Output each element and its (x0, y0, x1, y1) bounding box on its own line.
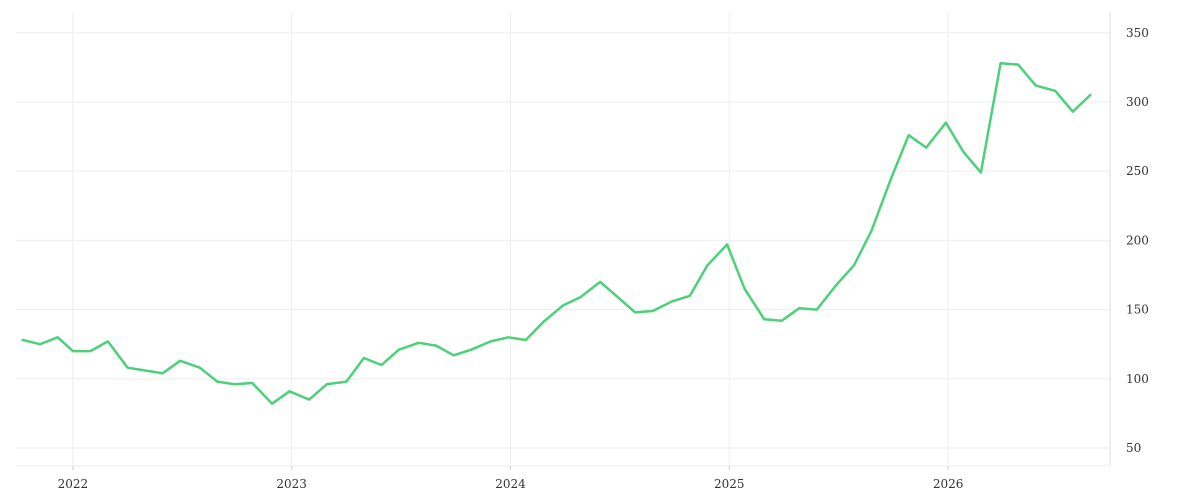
y-tick-label: 350 (1126, 26, 1149, 40)
series-layer (21, 61, 1092, 405)
y-tick-label: 250 (1126, 164, 1149, 178)
grid-lines (16, 12, 1110, 466)
y-tick-label: 200 (1126, 233, 1149, 247)
axes (16, 12, 1111, 470)
y-tick-label: 150 (1126, 303, 1149, 317)
y-tick-label: 300 (1126, 95, 1149, 109)
x-tick-label: 2023 (276, 477, 307, 491)
x-tick-label: 2026 (933, 477, 964, 491)
y-tick-label: 100 (1126, 372, 1149, 386)
x-tick-label: 2025 (714, 477, 745, 491)
x-tick-label: 2024 (495, 477, 526, 491)
tick-labels: 50 100 150 200 250 300 350 2022 2023 2024 2025 2026 (58, 26, 1149, 491)
series-line (21, 61, 1092, 405)
x-tick-label: 2022 (58, 477, 89, 491)
y-tick-label: 50 (1126, 441, 1141, 455)
